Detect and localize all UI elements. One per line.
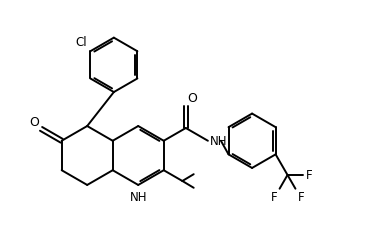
Text: O: O (29, 115, 39, 128)
Text: NH: NH (210, 135, 228, 148)
Text: F: F (298, 190, 304, 203)
Text: F: F (306, 169, 312, 182)
Text: F: F (271, 190, 277, 203)
Text: O: O (187, 92, 198, 105)
Text: Cl: Cl (76, 36, 87, 49)
Text: NH: NH (130, 190, 147, 203)
